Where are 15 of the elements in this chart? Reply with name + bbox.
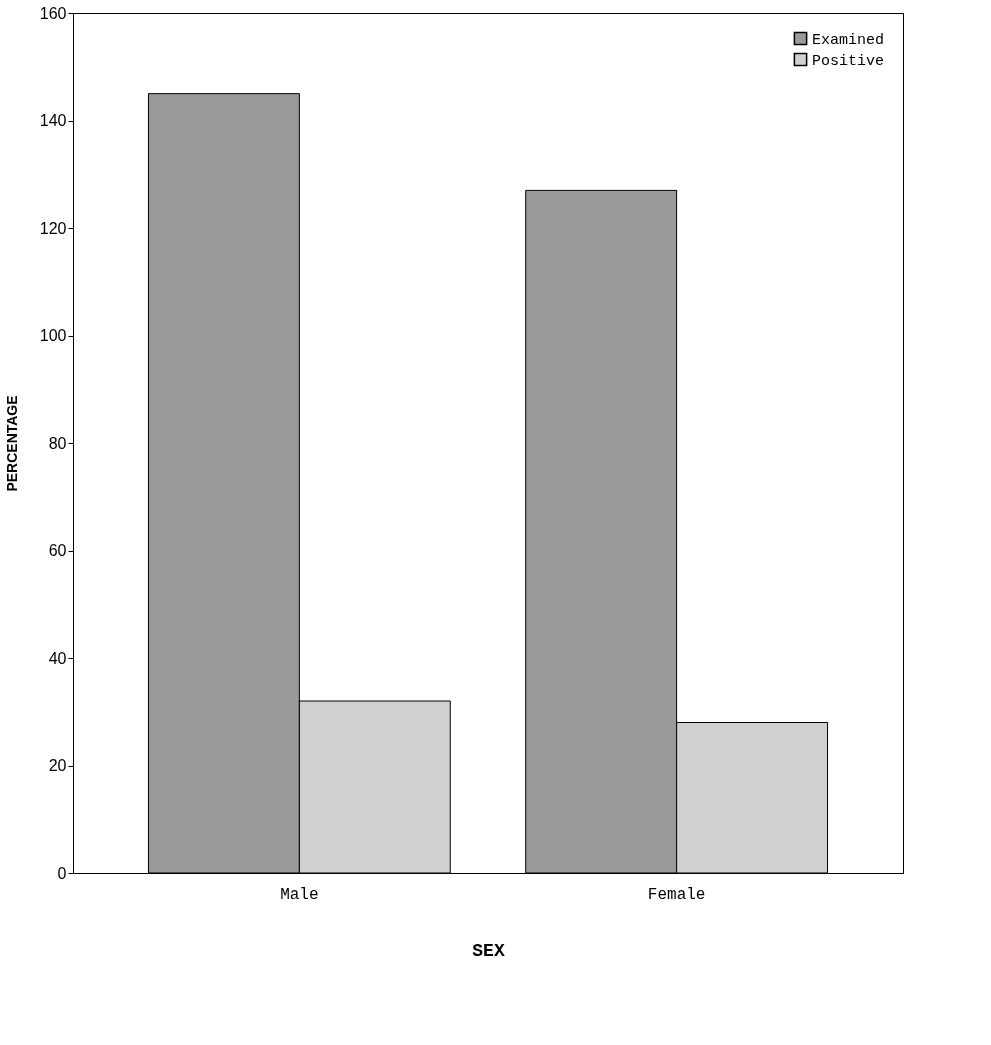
legend-label: Examined	[812, 31, 885, 49]
y-tick-label: 20	[48, 757, 67, 774]
legend-label: Positive	[812, 52, 885, 70]
x-tick-label: Female	[647, 885, 706, 904]
y-tick-label: 60	[48, 542, 67, 559]
y-tick-label: 40	[48, 649, 67, 667]
y-tick-label: 80	[48, 434, 67, 452]
y-tick-label: 140	[39, 112, 67, 129]
y-tick-label: 100	[39, 327, 67, 344]
x-tick-label: Male	[280, 885, 319, 904]
y-tick-label: 120	[39, 219, 67, 237]
y-tick-label: 0	[57, 864, 67, 882]
x-axis-title: SEX	[472, 940, 505, 961]
y-tick-label: 160	[39, 4, 67, 22]
y-axis-title: PERCENTAGE	[3, 395, 20, 492]
